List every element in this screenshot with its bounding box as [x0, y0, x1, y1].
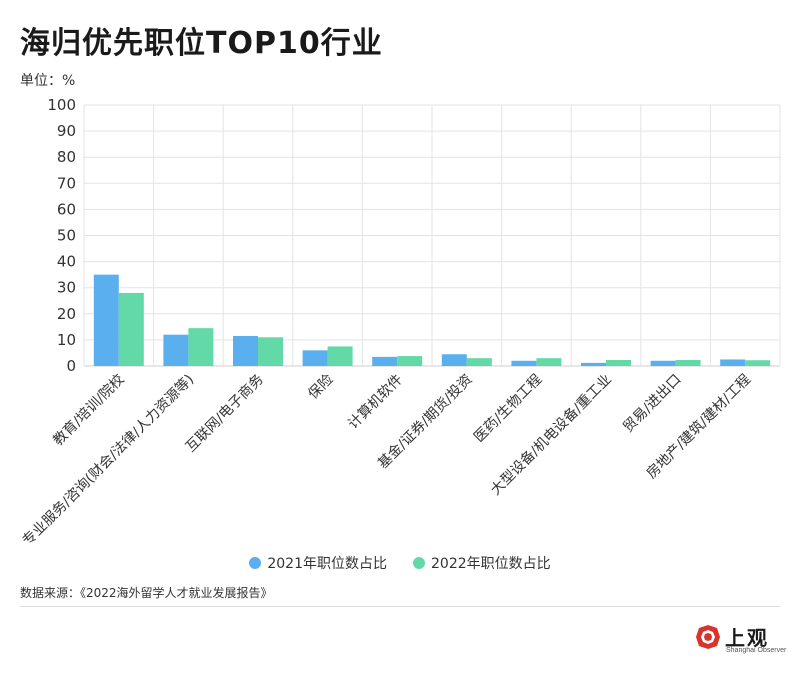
chart-grid: [83, 104, 781, 367]
logo-text: 上观: [725, 626, 769, 650]
legend-label-2022: 2022年职位数占比: [431, 556, 551, 572]
bar-2021: [441, 354, 467, 366]
legend-label-2021: 2021年职位数占比: [267, 556, 387, 572]
bar-2022: [258, 337, 283, 366]
x-tick-label: 保险: [305, 372, 336, 403]
y-tick-label: 80: [57, 148, 76, 166]
bar-2021: [302, 350, 328, 366]
bar-2022: [327, 346, 353, 366]
bar-2022: [188, 328, 214, 366]
footer-divider: [20, 606, 780, 607]
bar-2021: [233, 335, 258, 366]
unit-label: 单位：%: [20, 73, 76, 89]
brand-logo: 上观 Shanghai Observer: [695, 622, 787, 662]
y-tick-label: 50: [57, 227, 76, 245]
bar-2022: [118, 292, 144, 366]
y-tick-label: 100: [47, 96, 76, 114]
bar-2021: [511, 360, 537, 366]
y-tick-label: 20: [57, 305, 76, 323]
x-tick-label: 大型设备/机电设备/重工业: [487, 371, 615, 499]
y-axis-ticks: 0 10 20 30 40 50 60 70 80 90 100: [47, 96, 76, 375]
y-tick-label: 70: [57, 174, 76, 192]
y-tick-label: 90: [57, 122, 76, 140]
legend: 2021年职位数占比 2022年职位数占比: [0, 553, 800, 573]
bar-2022: [397, 356, 423, 366]
y-tick-label: 0: [66, 357, 76, 375]
bar-2022: [606, 359, 631, 366]
legend-item-2021: 2021年职位数占比: [249, 553, 387, 573]
x-tick-label: 贸易/进出口: [620, 372, 684, 436]
x-tick-label: 计算机软件: [345, 372, 406, 433]
bar-2022: [745, 360, 771, 366]
bar-2022: [675, 359, 701, 366]
bar-2021: [93, 274, 119, 366]
y-tick-label: 40: [57, 253, 76, 271]
bar-2021: [372, 356, 398, 366]
logo-subtext: Shanghai Observer: [726, 647, 787, 654]
bar-2022: [536, 358, 562, 366]
legend-swatch-2021: [249, 557, 262, 569]
x-tick-label: 医药/生物工程: [471, 372, 545, 446]
y-tick-label: 60: [57, 200, 76, 218]
bar-2021: [650, 360, 676, 366]
data-source: 数据来源：《2022海外留学人才就业发展报告》: [20, 586, 273, 600]
bar-2021: [581, 362, 606, 366]
shanghai-observer-logo-icon: [696, 625, 720, 649]
bar-2022: [466, 358, 492, 366]
y-tick-label: 10: [57, 331, 76, 349]
chart-bars: [93, 274, 771, 366]
chart-title: 海归优先职位TOP10行业: [20, 26, 383, 61]
bar-2021: [163, 334, 189, 366]
bar-2021: [720, 359, 746, 366]
y-tick-label: 30: [57, 279, 76, 297]
x-tick-label: 教育/培训/院校: [50, 371, 128, 449]
legend-swatch-2022: [413, 557, 425, 569]
legend-item-2022: 2022年职位数占比: [413, 553, 551, 573]
bar-chart: 0 10 20 30 40 50 60 70 80 90 100 教育/培训/院校专业服务/咨询(财…: [19, 96, 781, 545]
